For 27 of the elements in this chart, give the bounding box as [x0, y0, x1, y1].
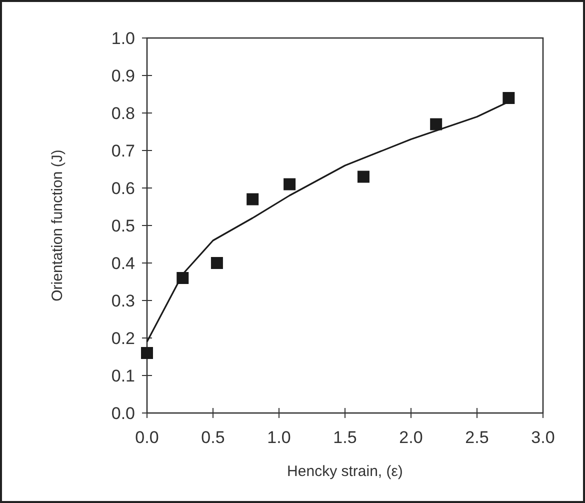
x-tick-label: 2.0 — [399, 428, 423, 447]
y-tick-label: 0.5 — [111, 216, 135, 236]
y-tick-label: 0.6 — [111, 178, 135, 198]
y-tick-label: 0.8 — [111, 104, 135, 123]
point — [502, 92, 515, 104]
y-tick-label: 0.4 — [111, 254, 135, 273]
y-axis-title: Orientation function (J) — [49, 150, 66, 302]
point — [357, 170, 370, 183]
y-tick-label: 0.1 — [111, 366, 135, 386]
y-tick-label: 0.7 — [111, 141, 135, 160]
y-tick-label: 0.2 — [111, 328, 135, 348]
x-tick-label: 0.5 — [201, 428, 225, 447]
point — [141, 347, 153, 359]
point — [210, 257, 223, 269]
y-tick-label: 0.9 — [111, 66, 135, 86]
x-axis-title: Hencky strain, (ε) — [287, 463, 403, 480]
x-tick-label: 1.5 — [333, 428, 357, 447]
x-tick-label: 3.0 — [531, 428, 555, 447]
y-tick-label: 0.3 — [111, 291, 135, 310]
x-tick-label: 2.5 — [465, 428, 489, 447]
x-tick-label: 1.0 — [267, 428, 291, 447]
point — [246, 193, 259, 206]
x-tick-label: 0.0 — [135, 428, 159, 447]
point — [284, 178, 296, 190]
point — [430, 118, 442, 130]
y-tick-label: 1.0 — [111, 28, 135, 48]
y-tick-label: 0.0 — [111, 404, 135, 423]
